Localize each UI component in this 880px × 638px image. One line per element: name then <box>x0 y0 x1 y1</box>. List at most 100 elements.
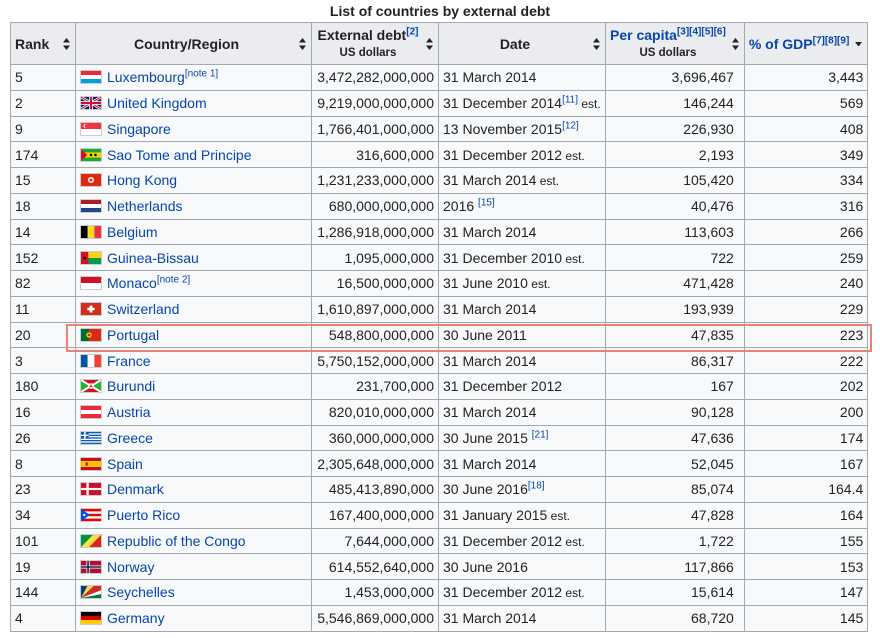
rank-cell: 11 <box>10 295 76 323</box>
country-cell: France <box>75 347 312 374</box>
date-ref-link[interactable]: [12] <box>562 120 579 132</box>
sort-both-icon[interactable] <box>63 37 70 50</box>
country-link[interactable]: Denmark <box>107 481 164 498</box>
country-link[interactable]: Germany <box>107 610 165 627</box>
per-capita-cell: 47,828 <box>605 501 745 529</box>
date-cell: 31 December 2014[11] est. <box>438 89 606 117</box>
date-cell: 30 June 2016[18] <box>438 476 606 503</box>
country-column-header[interactable]: Country/Region <box>75 22 312 65</box>
country-link[interactable]: United Kingdom <box>107 95 207 112</box>
rank-cell: 180 <box>10 373 76 400</box>
sort-both-icon[interactable] <box>731 37 739 50</box>
flag-be-icon <box>80 224 102 239</box>
date-ref-link[interactable]: [21] <box>531 429 549 441</box>
gdp-column-header[interactable]: % of GDP[7][8][9] <box>743 22 869 65</box>
date-ref-link[interactable]: [18] <box>527 480 545 492</box>
debt-column-header[interactable]: External debt[2] US dollars <box>311 22 439 65</box>
rank-cell: 3 <box>10 347 76 374</box>
table-row: 5 Luxembourg[note 1] 3,472,282,000,000 31 M… <box>10 64 869 91</box>
flag-nl-icon <box>80 199 102 214</box>
country-link[interactable]: Belgium <box>107 223 158 240</box>
debt-header-ref[interactable]: [2] <box>406 25 419 37</box>
header-row: Rank Country/Region External debt[2] US … <box>10 22 869 65</box>
estimate-marker: est. <box>562 148 585 163</box>
country-link[interactable]: Seychelles <box>107 584 175 601</box>
country-cell: Republic of the Congo <box>75 527 312 555</box>
country-link[interactable]: Norway <box>107 558 155 575</box>
table-row: 101 Republic of the Congo 7,644,000,000 31 … <box>10 527 869 555</box>
country-link[interactable]: Spain <box>107 455 143 472</box>
country-link[interactable]: Greece <box>107 429 153 446</box>
country-note-link[interactable]: [note 1] <box>184 68 219 80</box>
country-link[interactable]: Monaco <box>107 275 157 292</box>
date-text: 30 June 2011 <box>443 326 527 343</box>
per-capita-cell: 2,193 <box>605 141 745 168</box>
date-cell: 31 January 2015 est. <box>438 501 606 529</box>
sort-both-icon[interactable] <box>593 37 600 50</box>
country-note-link[interactable]: [note 2] <box>156 274 191 286</box>
country-link[interactable]: Hong Kong <box>107 172 178 189</box>
external-debt-cell: 1,286,918,000,000 <box>311 218 439 246</box>
gdp-percent-cell: 145 <box>743 604 869 632</box>
external-debt-cell: 1,095,000,000 <box>311 244 439 271</box>
flag-ch-icon <box>80 302 102 317</box>
country-cell: Portugal <box>75 321 312 349</box>
date-cell: 2016 [15] <box>438 192 606 220</box>
gdp-percent-cell: 174 <box>743 424 869 452</box>
country-cell: Sao Tome and Principe <box>75 141 312 168</box>
per-capita-header-link[interactable]: Per capita <box>610 26 677 43</box>
per-capita-cell: 105,420 <box>605 167 745 194</box>
country-cell: Germany <box>75 604 312 632</box>
gdp-header-refs[interactable]: [7][8][9] <box>812 34 850 46</box>
date-ref-link[interactable]: [11] <box>562 94 579 106</box>
country-cell: Spain <box>75 450 312 477</box>
table-row: 4 Germany 5,546,869,000,000 31 March 2014 68… <box>10 604 869 632</box>
external-debt-table: Rank Country/Region External debt[2] US … <box>10 22 869 632</box>
external-debt-cell: 5,546,869,000,000 <box>311 604 439 632</box>
flag-pr-icon <box>80 508 102 523</box>
flag-gr-icon <box>80 430 102 445</box>
date-cell: 31 March 2014 <box>438 64 606 91</box>
rank-column-header[interactable]: Rank <box>10 22 76 65</box>
country-link[interactable]: Sao Tome and Principe <box>107 146 252 163</box>
country-link[interactable]: Netherlands <box>107 198 183 215</box>
sort-descending-icon[interactable] <box>855 38 863 50</box>
rank-cell: 9 <box>10 115 76 143</box>
country-link[interactable]: France <box>107 352 151 369</box>
date-column-header[interactable]: Date <box>438 22 606 65</box>
per-capita-cell: 1,722 <box>605 527 745 555</box>
flag-dk-icon <box>80 482 102 497</box>
country-cell: Belgium <box>75 218 312 246</box>
date-text: 31 March 2014 <box>443 172 537 189</box>
date-ref-link[interactable]: [15] <box>478 197 495 209</box>
per-capita-header-refs[interactable]: [3][4][5][6] <box>676 25 726 37</box>
country-cell: Denmark <box>75 476 312 503</box>
per-capita-column-header[interactable]: Per capita[3][4][5][6] US dollars <box>605 22 745 65</box>
country-link[interactable]: Burundi <box>107 378 156 395</box>
country-link[interactable]: Switzerland <box>107 301 180 318</box>
country-link[interactable]: Puerto Rico <box>107 507 181 524</box>
gdp-percent-cell: 266 <box>743 218 869 246</box>
table-row: 11 Switzerland 1,610,897,000,000 31 March 2… <box>10 295 869 323</box>
country-link[interactable]: Luxembourg <box>107 69 185 86</box>
country-link[interactable]: Republic of the Congo <box>107 532 246 549</box>
country-link[interactable]: Singapore <box>107 120 171 137</box>
table-row: 19 Norway 614,552,640,000 30 June 2016 117,8… <box>10 553 869 580</box>
date-cell: 13 November 2015[12] <box>438 115 606 143</box>
gdp-percent-cell: 259 <box>743 244 869 271</box>
gdp-percent-cell: 316 <box>743 192 869 220</box>
country-link[interactable]: Guinea-Bissau <box>107 249 199 266</box>
flag-fr-icon <box>80 353 102 368</box>
external-debt-cell: 3,472,282,000,000 <box>311 64 439 91</box>
country-link[interactable]: Austria <box>107 404 151 421</box>
gdp-header-link[interactable]: % of GDP <box>748 35 813 52</box>
rank-cell: 16 <box>10 398 76 426</box>
debt-header-unit: US dollars <box>339 46 397 59</box>
date-text: 31 December 2012 <box>443 584 563 601</box>
country-link[interactable]: Portugal <box>107 326 160 343</box>
table-row: 8 Spain 2,305,648,000,000 31 March 2014 52,0… <box>10 450 869 477</box>
sort-both-icon[interactable] <box>426 37 433 50</box>
country-cell: Seychelles <box>75 579 312 606</box>
sort-both-icon[interactable] <box>299 37 306 50</box>
flag-pt-icon <box>80 327 102 342</box>
